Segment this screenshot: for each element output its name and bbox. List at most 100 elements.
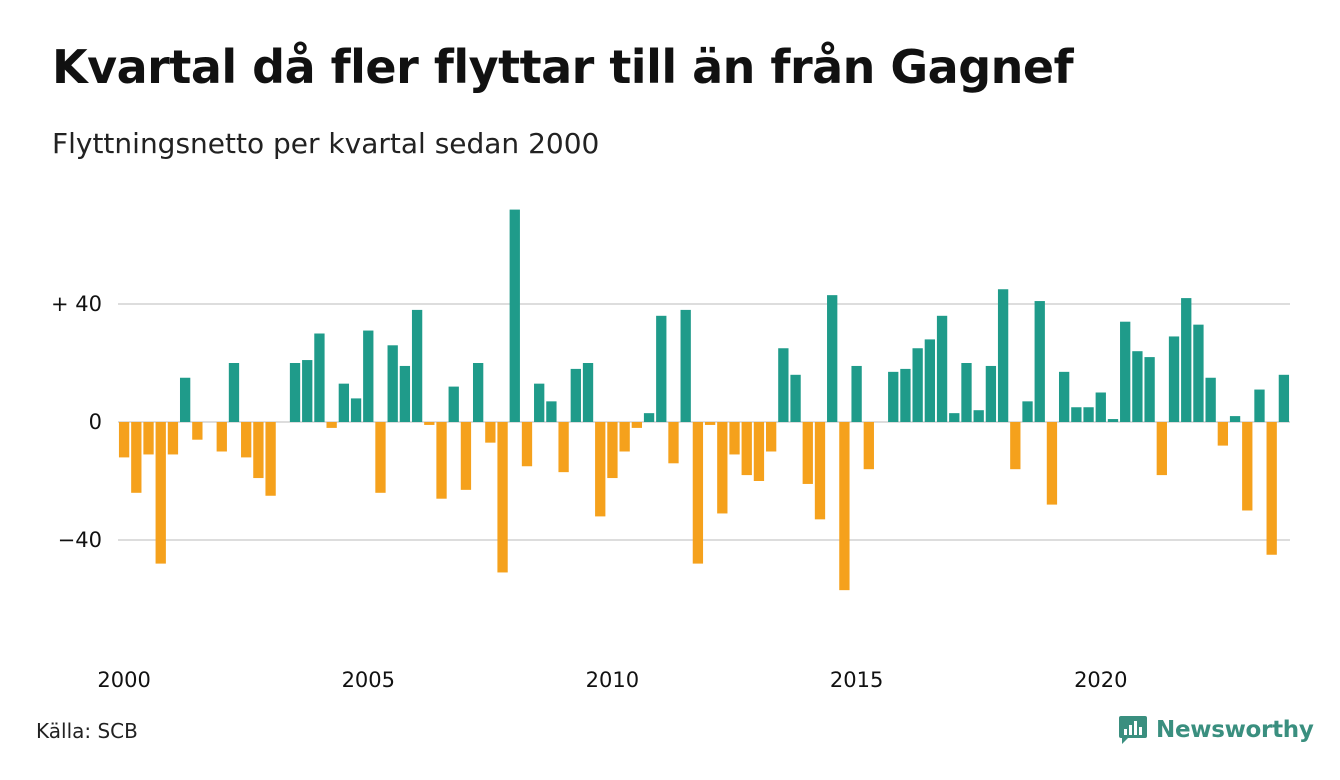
bar: 2002 Q1: -10 [216,422,227,452]
bar: 2006 Q2: -1 [424,422,435,425]
chart-title: Kvartal då fler flyttar till än från Gag… [52,40,1074,94]
bar: 2017 Q2: 20 [961,363,972,422]
bar: 2017 Q3: 4 [973,410,984,422]
bar: 2018 Q1: 45 [997,289,1009,422]
bar: 2006 Q1: 38 [411,309,423,422]
source-note: Källa: SCB [36,719,138,743]
bar: 2005 Q2: -24 [375,422,386,493]
bar: 2002 Q4: -19 [253,422,264,479]
bar: 2009 Q1: -17 [558,422,569,473]
bar: 2008 Q2: -15 [521,422,533,467]
bar: 2008 Q3: 13 [534,383,545,422]
bar: 2005 Q3: 26 [387,345,398,422]
brand-logo[interactable]: Newsworthy [1118,714,1314,746]
bar: 2007 Q2: 20 [472,363,484,422]
bar: 2021 Q2: -18 [1156,422,1167,476]
bar: 2016 Q1: 18 [900,368,911,422]
y-tick-label: + 40 [51,292,102,316]
brand-name: Newsworthy [1156,717,1314,743]
bar: 2010 Q1: -19 [607,422,618,479]
bar: 2007 Q3: -7 [485,422,496,443]
bar: 2015 Q2: -16 [863,422,874,470]
bar: 2006 Q4: 12 [448,386,459,422]
bar: 2013 Q2: -10 [765,422,777,452]
bar: 2001 Q2: 15 [179,377,191,422]
bar: 2004 Q3: 13 [338,383,350,422]
bar: 2011 Q1: 36 [656,315,667,422]
bar: 2003 Q1: -25 [265,422,276,496]
bar: 2021 Q4: 42 [1181,298,1192,422]
bar: 2005 Q1: 31 [363,330,374,422]
bar: 2004 Q1: 30 [314,333,325,422]
bar: 2020 Q1: 10 [1095,392,1106,422]
bar: 2010 Q3: -2 [631,422,643,428]
x-tick-label: 2005 [342,668,395,692]
bar: 2008 Q1: 72 [509,209,520,422]
bar: 2022 Q1: 33 [1193,324,1204,422]
bar: 2020 Q2: 1 [1107,419,1119,422]
bar: 2002 Q2: 20 [228,363,240,422]
x-tick-label: 2010 [586,668,639,692]
bar: 2009 Q3: 20 [582,363,594,422]
bar: 2023 Q1: -30 [1242,422,1253,511]
bar: 2010 Q4: 3 [643,413,655,422]
bar: 2000 Q3: -11 [143,422,154,455]
bar: 2004 Q4: 8 [350,398,362,422]
bar: 2020 Q4: 24 [1132,351,1143,422]
bar: 2020 Q3: 34 [1120,321,1131,422]
bar: 2013 Q4: 16 [790,374,801,422]
bar: 2012 Q2: -31 [717,422,728,514]
bar: 2023 Q2: 11 [1254,389,1265,422]
bar: 2014 Q4: -57 [839,422,850,591]
bar: 2009 Q4: -32 [595,422,606,517]
bar: 2019 Q3: 5 [1071,407,1082,422]
bar: 2005 Q4: 19 [399,365,411,422]
x-tick-label: 2020 [1074,668,1127,692]
bar: 2000 Q4: -48 [155,422,166,564]
bar: 2023 Q4: 16 [1278,374,1290,422]
bar: 2013 Q1: -20 [753,422,765,481]
bar: 2014 Q1: -21 [802,422,813,484]
bar: 2022 Q2: 15 [1205,377,1216,422]
bar: 2021 Q1: 22 [1144,357,1155,422]
newsworthy-logo-icon [1119,716,1147,744]
bar: 2009 Q2: 18 [570,368,581,422]
bar: 2015 Q1: 19 [851,365,862,422]
bar: 2003 Q3: 20 [289,363,301,422]
bar: 2017 Q4: 19 [985,365,997,422]
y-tick-label: −40 [58,528,102,552]
bar: 2000 Q2: -24 [131,422,142,493]
bar: 2012 Q4: -18 [741,422,752,476]
bar: 2019 Q4: 5 [1083,407,1094,422]
bar: 2022 Q3: -8 [1217,422,1229,446]
bar: 2011 Q4: -48 [692,422,704,564]
bar: 2016 Q3: 28 [924,339,936,422]
bar: 2018 Q4: 41 [1034,301,1045,422]
bar: 2002 Q3: -12 [241,422,252,458]
bar: 2001 Q1: -11 [167,422,179,455]
bar: 2007 Q1: -23 [460,422,472,490]
bar: 2014 Q3: 43 [827,295,838,422]
bar: 2023 Q3: -45 [1266,422,1277,555]
bar: 2012 Q3: -11 [729,422,740,455]
bar: 2016 Q4: 36 [936,315,948,422]
bar: 2007 Q4: -51 [497,422,508,573]
bar: 2008 Q4: 7 [546,401,557,422]
chart-subtitle: Flyttningsnetto per kvartal sedan 2000 [52,127,600,160]
bar: 2006 Q3: -26 [436,422,447,499]
bar: 2019 Q2: 17 [1058,371,1070,422]
bar: 2019 Q1: -28 [1046,422,1058,505]
bar: 2013 Q3: 25 [778,348,789,422]
x-tick-label: 2015 [830,668,883,692]
y-tick-label: 0 [89,410,102,434]
bar: 2001 Q3: -6 [192,422,203,440]
bar: 2000 Q1: -12 [118,422,130,458]
bar: 2011 Q3: 38 [680,309,691,422]
bar: 2018 Q3: 7 [1022,401,1033,422]
bar: 2003 Q4: 21 [302,360,313,422]
bar: 2014 Q2: -33 [814,422,826,520]
bar: 2021 Q3: 29 [1168,336,1180,422]
bar: 2022 Q4: 2 [1229,416,1241,422]
bar: 2012 Q1: -1 [704,422,716,425]
bar: 2018 Q2: -16 [1010,422,1021,470]
